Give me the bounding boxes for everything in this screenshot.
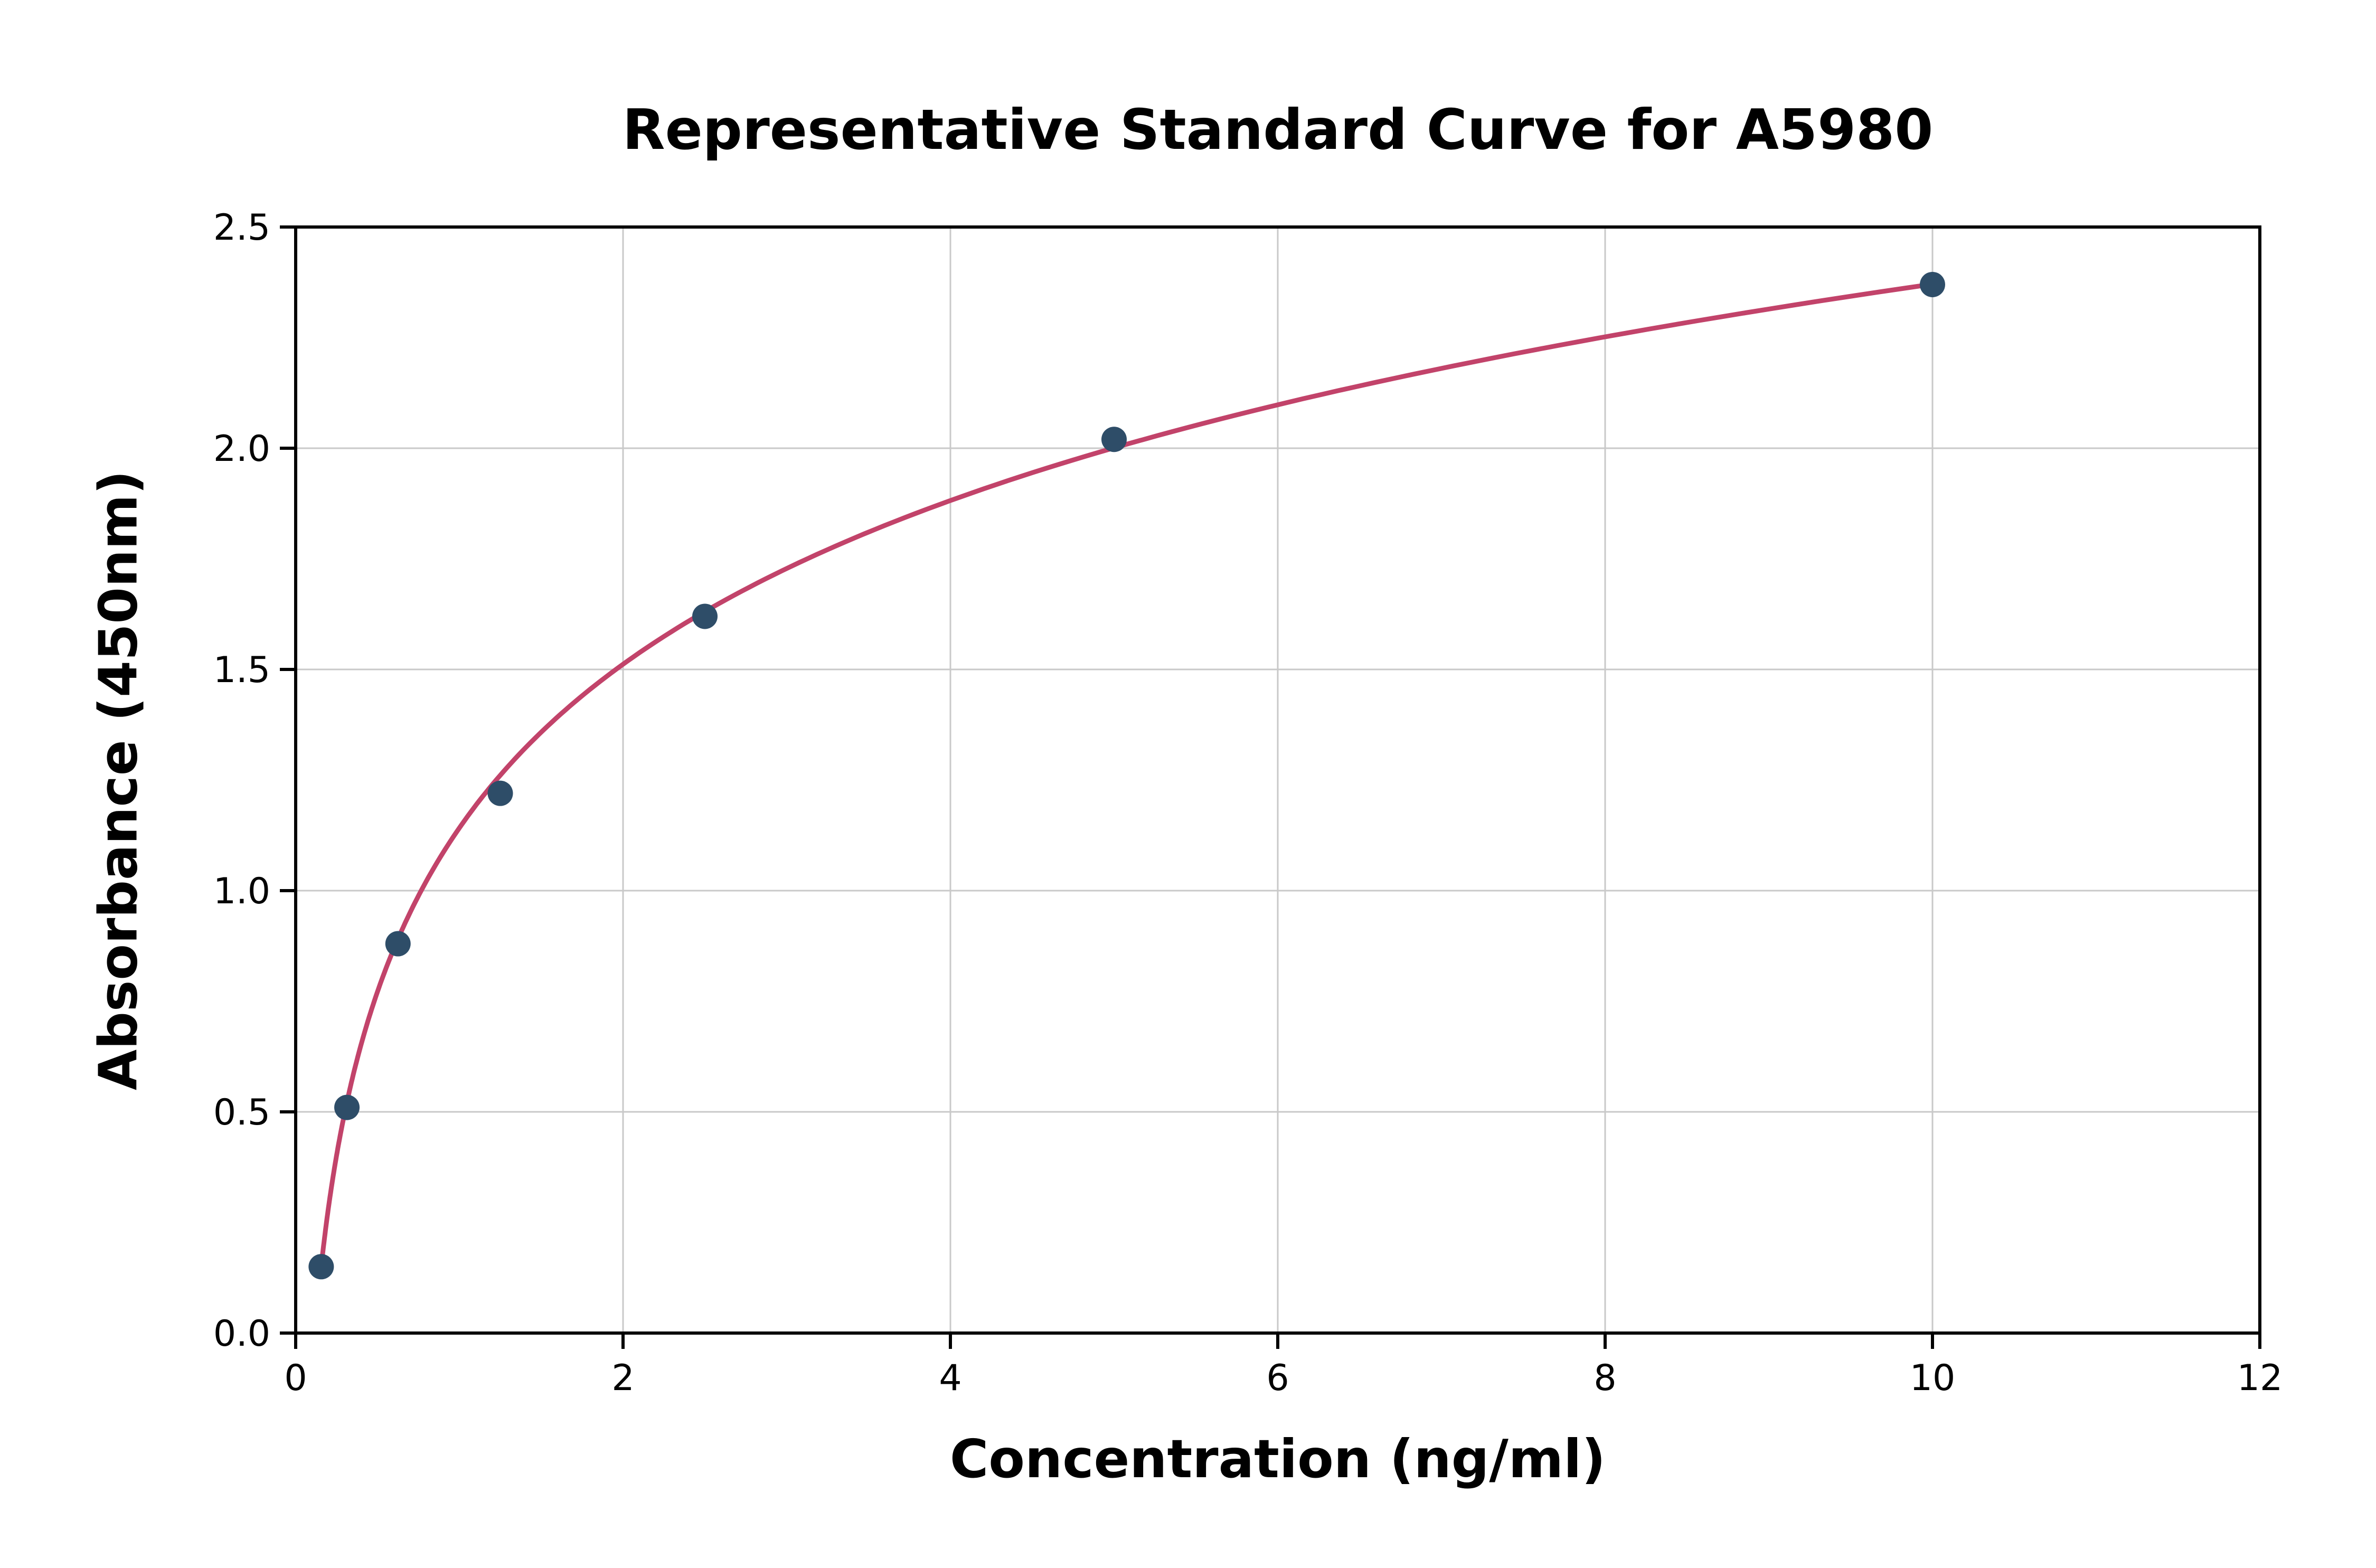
data-point xyxy=(385,931,411,957)
data-point xyxy=(308,1254,334,1280)
y-tick-label: 2.5 xyxy=(213,207,270,249)
x-tick-label: 8 xyxy=(1594,1357,1616,1399)
y-tick-label: 1.0 xyxy=(213,871,270,912)
data-point xyxy=(487,780,513,806)
fit-curve xyxy=(318,281,1935,1269)
x-tick-label: 12 xyxy=(2237,1357,2283,1399)
y-tick-label: 1.5 xyxy=(213,649,270,691)
data-point xyxy=(692,603,718,629)
y-tick-label: 2.0 xyxy=(213,428,270,470)
y-tick-label: 0.5 xyxy=(213,1092,270,1134)
x-tick-label: 6 xyxy=(1266,1357,1289,1399)
data-point xyxy=(1101,427,1127,452)
x-tick-label: 4 xyxy=(939,1357,961,1399)
data-point xyxy=(334,1094,360,1120)
chart-title: Representative Standard Curve for A5980 xyxy=(622,98,1934,162)
x-tick-label: 0 xyxy=(284,1357,307,1399)
data-point xyxy=(1920,271,1945,297)
x-tick-label: 10 xyxy=(1910,1357,1956,1399)
y-tick-label: 0.0 xyxy=(213,1313,270,1355)
x-tick-label: 2 xyxy=(611,1357,634,1399)
x-axis-label: Concentration (ng/ml) xyxy=(949,1428,1606,1490)
